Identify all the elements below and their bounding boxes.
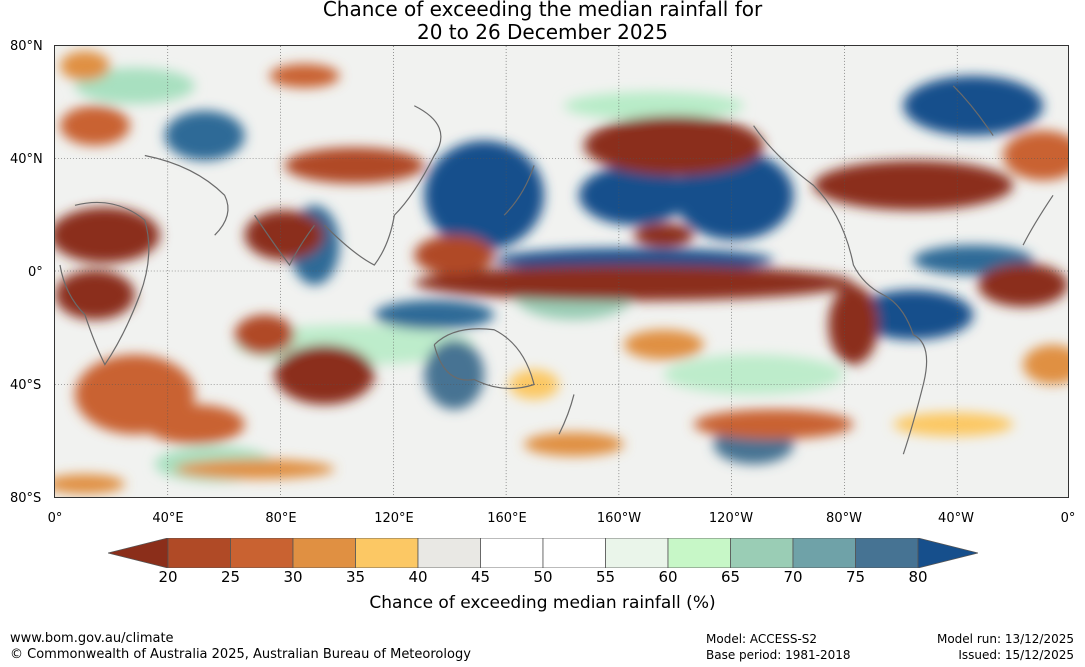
field-orange — [59, 105, 130, 146]
field-orange — [144, 404, 245, 445]
colorbar-swatch — [355, 538, 419, 568]
coastlines — [59, 85, 1054, 455]
colorbar-tick-label: 55 — [595, 568, 616, 586]
field-orange — [59, 50, 110, 81]
colorbar-tick-label: 75 — [845, 568, 866, 586]
colorbar-tick-label: 30 — [283, 568, 303, 586]
colorbar-swatch — [167, 538, 231, 568]
field-orange — [269, 63, 340, 88]
colorbar-swatch — [855, 538, 919, 568]
colorbar-tick-label: 40 — [408, 568, 428, 586]
lat-label-equator: 0° — [28, 265, 43, 280]
colorbar-tick-label: 45 — [470, 568, 491, 586]
lon-label-160e: 160°E — [487, 511, 527, 526]
field-brown — [828, 284, 879, 365]
field-brown — [244, 210, 325, 261]
colorbar-title: Chance of exceeding median rainfall (%) — [369, 593, 716, 613]
field-orange — [174, 459, 335, 480]
map-title-line2: 20 to 26 December 2025 — [416, 20, 668, 44]
field-orange — [524, 432, 624, 457]
field-orange — [1023, 344, 1068, 385]
lat-label-40n: 40°N — [10, 152, 43, 167]
copyright-text: © Commonwealth of Australia 2025, Austra… — [10, 647, 471, 662]
field-blue — [578, 165, 689, 226]
field-blue — [903, 75, 1044, 136]
colorbar-swatch — [605, 538, 669, 568]
field-brown — [55, 207, 160, 264]
lat-label-40s: 40°S — [10, 378, 42, 393]
field-orange — [693, 409, 854, 440]
colorbar-swatch — [792, 538, 856, 568]
field-green — [74, 67, 195, 104]
field-orange — [893, 412, 1014, 437]
field-green — [563, 91, 744, 120]
field-blue — [424, 140, 545, 251]
colorbar-tick-label: 60 — [658, 568, 678, 586]
lon-label-120e: 120°E — [374, 511, 414, 526]
colorbar-swatch — [292, 538, 356, 568]
lon-label-80w: 80°W — [826, 511, 862, 526]
colorbar-extend-low — [108, 538, 169, 568]
lon-label-40w: 40°W — [938, 511, 974, 526]
field-orange — [55, 474, 125, 495]
colorbar-swatch — [730, 538, 794, 568]
field-blue — [424, 339, 485, 410]
colorbar-tick-label: 25 — [220, 568, 241, 586]
colorbar-tick-label: 35 — [345, 568, 366, 586]
field-brown — [813, 160, 1014, 211]
lon-label-40e: 40°E — [152, 511, 184, 526]
model-run-date: Model run: 13/12/2025 — [936, 632, 1074, 646]
colorbar-swatch — [542, 538, 606, 568]
field-blue — [374, 299, 495, 330]
field-brown — [583, 115, 764, 176]
website-link[interactable]: www.bom.gov.au/climate — [10, 631, 174, 646]
field-orange — [623, 329, 704, 360]
field-brown — [978, 263, 1068, 307]
field-brown — [633, 223, 694, 248]
colorbar-swatch — [667, 538, 731, 568]
colorbar-tick-label: 65 — [720, 568, 741, 586]
field-orange — [1003, 130, 1068, 181]
field-blue — [164, 110, 245, 161]
colorbar-swatch — [480, 538, 544, 568]
lon-label-80e: 80°E — [265, 511, 297, 526]
model-name: Model: ACCESS-S2 — [706, 632, 818, 646]
lon-label-0-left: 0° — [47, 511, 63, 526]
field-brown — [414, 265, 854, 301]
field-brown — [274, 344, 375, 405]
base-period: Base period: 1981-2018 — [706, 648, 851, 662]
colorbar-tick-label: 20 — [158, 568, 178, 586]
colorbar-swatch — [230, 538, 294, 568]
colorbar — [108, 538, 978, 568]
field-green — [663, 354, 844, 395]
lon-label-160w: 160°W — [596, 511, 642, 526]
lon-label-0-right: 0° — [1060, 511, 1076, 526]
field-brown — [234, 314, 295, 355]
lat-label-80n: 80°N — [10, 39, 43, 54]
field-blue — [853, 289, 974, 340]
colorbar-tick-label: 70 — [783, 568, 803, 586]
field-brown — [55, 270, 135, 320]
lon-label-120w: 120°W — [708, 511, 754, 526]
lat-label-80s: 80°S — [10, 491, 42, 506]
rainfall-probability-map — [54, 45, 1069, 498]
field-brown — [284, 147, 425, 184]
probability-fields — [55, 50, 1068, 495]
colorbar-tick-label: 50 — [533, 568, 553, 586]
field-brown — [414, 235, 495, 275]
colorbar-swatch — [417, 538, 481, 568]
gridlines — [55, 46, 1068, 497]
map-title-line1: Chance of exceeding the median rainfall … — [322, 0, 763, 21]
colorbar-extend-high — [917, 538, 978, 568]
issued-date: Issued: 15/12/2025 — [958, 648, 1074, 662]
colorbar-tick-label: 80 — [908, 568, 928, 586]
